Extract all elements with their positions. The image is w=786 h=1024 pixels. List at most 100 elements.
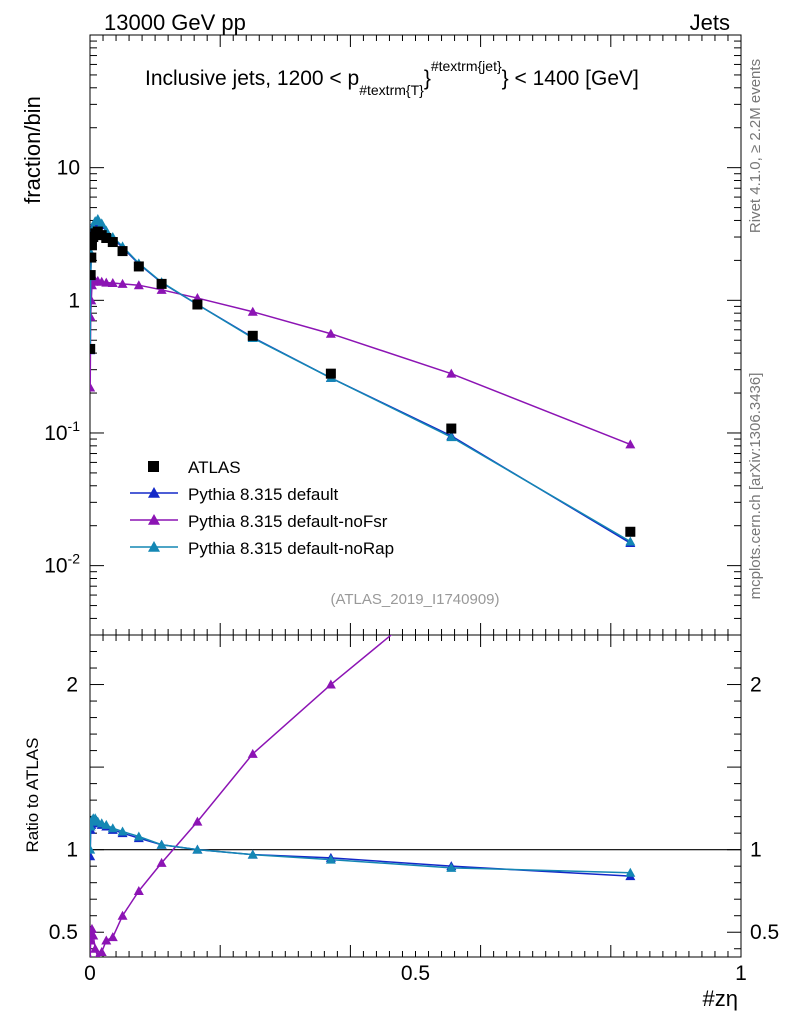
y-tick-label-top: 10-1 (44, 418, 80, 445)
ratio-point-2 (192, 844, 203, 854)
mcplots-label: mcplots.cern.ch [arXiv:1306.3436] (747, 373, 764, 600)
y-tick-label-bottom: 2 (66, 674, 78, 697)
legend-label-1: Pythia 8.315 default-noFsr (188, 512, 388, 531)
series-top-panel (90, 214, 636, 548)
ratio-point-1 (247, 748, 258, 758)
title-brace: } (424, 67, 431, 90)
ratio-point-1 (625, 267, 635, 276)
y-tick-label-top: 10-2 (44, 551, 80, 578)
legend-label-atlas: ATLAS (188, 458, 241, 477)
ratio-point-2 (117, 826, 128, 836)
series-point-1 (107, 278, 118, 288)
series-point-1 (156, 284, 167, 294)
series-line-1 (90, 280, 631, 446)
ratio-point-1 (156, 857, 167, 867)
tick-base: 10 (44, 555, 67, 578)
title-suffix: } < 1400 [GeV] (502, 67, 639, 90)
bottom-panel-frame (89, 634, 742, 958)
ratio-point-1 (446, 580, 456, 589)
atlas-point (625, 526, 636, 537)
ratio-point-2 (247, 849, 258, 859)
title-subscript: #textrm{T} (359, 82, 424, 98)
series-point-2 (446, 432, 457, 442)
atlas-point (446, 423, 457, 434)
series-point-1 (446, 368, 457, 378)
series-point-1 (90, 295, 97, 305)
legend-marker-0 (148, 487, 160, 498)
series-point-1 (325, 328, 336, 338)
legend-label-0: Pythia 8.315 default (188, 485, 339, 504)
atlas-point (192, 299, 203, 310)
y-tick-label-bottom-right: 2 (750, 674, 762, 697)
energy-label: 13000 GeV pp (104, 10, 246, 35)
ratio-point-2 (107, 823, 118, 833)
ratio-point-1 (192, 816, 203, 826)
ratio-line-0 (90, 820, 631, 877)
ratio-point-1 (133, 885, 144, 895)
ratio-point-1 (90, 923, 97, 933)
atlas-point (156, 278, 167, 289)
ratio-point-1 (325, 679, 336, 689)
atlas-point (107, 237, 118, 248)
legend-marker-2 (148, 541, 160, 552)
x-tick-label: 1 (735, 962, 747, 985)
y-tick-label-bottom: 0.5 (49, 921, 78, 944)
series-point-1 (247, 306, 258, 316)
x-axis-title: #zη (703, 986, 738, 1011)
tick-exponent: -1 (68, 418, 81, 434)
series-point-1 (133, 280, 144, 290)
x-tick-label: 0 (84, 962, 96, 985)
title-prefix: Inclusive jets, 1200 < p (145, 67, 359, 90)
ratio-line-2 (90, 817, 631, 874)
series-point-2 (625, 536, 636, 546)
series-point-1 (90, 311, 96, 321)
tick-base: 10 (44, 422, 67, 445)
legend: ATLAS Pythia 8.315 default Pythia 8.315 de… (130, 458, 394, 558)
y-tick-label-bottom-right: 1 (750, 839, 762, 862)
atlas-point (133, 261, 144, 272)
ratio-line-1 (90, 635, 393, 957)
category-label: Jets (690, 10, 730, 35)
legend-marker-atlas (148, 461, 159, 472)
ratio-point-1 (96, 947, 107, 957)
y-tick-label-top: 10 (57, 157, 80, 180)
plot-title: Inclusive jets, 1200 < p#textrm{T}}#text… (145, 58, 639, 98)
tick-exponent: -2 (68, 551, 81, 567)
atlas-point (90, 252, 97, 263)
series-point-1 (90, 382, 96, 392)
series-point-1 (117, 278, 128, 288)
ratio-point-2 (156, 839, 167, 849)
ratio-point-1 (101, 935, 112, 945)
atlas-point (90, 270, 96, 281)
x-tick-label: 0.5 (401, 962, 430, 985)
atlas-point (90, 343, 96, 354)
y-tick-label-bottom: 1 (66, 839, 78, 862)
atlas-point (117, 246, 128, 257)
ratio-point-1 (90, 953, 93, 957)
ratio-point-1 (117, 910, 128, 920)
legend-label-2: Pythia 8.315 default-noRap (188, 539, 394, 558)
atlas-point (247, 330, 258, 341)
series-point-2 (96, 218, 107, 228)
series-ratio-panel (90, 267, 636, 957)
ratio-point-2 (133, 831, 144, 841)
ratio-point-2 (325, 854, 336, 864)
ratio-point-1 (107, 932, 118, 942)
series-point-1 (101, 277, 112, 287)
y-tick-label-top: 1 (68, 289, 80, 312)
legend-marker-1 (148, 514, 160, 525)
y-axis-title-bottom: Ratio to ATLAS (23, 738, 42, 853)
atlas-point (101, 232, 112, 243)
series-point-2 (92, 214, 103, 224)
ratio-point-2 (625, 867, 636, 877)
rivet-label: Rivet 4.1.0, ≥ 2.2M events (747, 59, 764, 233)
series-point-1 (625, 439, 636, 449)
ratio-point-1 (90, 930, 99, 940)
y-tick-label-bottom-right: 0.5 (750, 921, 779, 944)
atlas-point (325, 368, 336, 379)
y-axis-title-top: fraction/bin (20, 96, 45, 204)
ratio-point-2 (101, 819, 112, 829)
ratio-point-1 (90, 943, 101, 953)
